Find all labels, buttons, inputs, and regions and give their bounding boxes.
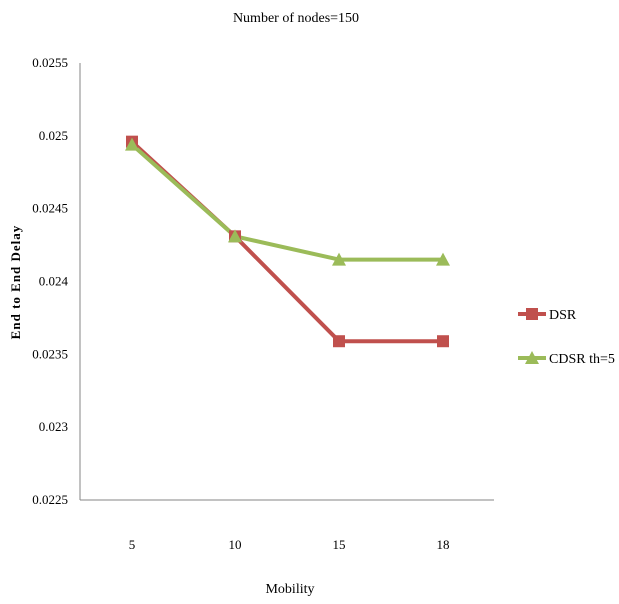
y-tick-labels: 0.0225 0.023 0.0235 0.024 0.0245 0.025 0.0255: [32, 55, 68, 507]
data-point-triangle: [436, 252, 450, 266]
x-tick-labels: 5 10 15 18: [129, 537, 450, 552]
series-line-dsr: [130, 140, 443, 344]
y-tick-label: 0.0245: [32, 201, 68, 216]
y-axis-label: End to End Delay: [8, 225, 23, 340]
legend-label: DSR: [549, 308, 577, 323]
legend: DSR CDSR th=5: [518, 308, 615, 367]
data-point-triangle: [332, 252, 346, 266]
y-tick-label: 0.025: [39, 128, 68, 143]
x-tick-label: 10: [229, 537, 242, 552]
series-lines: [130, 140, 443, 344]
x-tick-label: 15: [333, 537, 346, 552]
y-tick-label: 0.024: [39, 274, 69, 289]
data-point-triangle: [125, 137, 139, 151]
y-tick-label: 0.0235: [32, 346, 68, 361]
y-tick-label: 0.0225: [32, 492, 68, 507]
series-markers: [125, 135, 450, 348]
data-point-square: [333, 335, 345, 348]
chart-title: Number of nodes=150: [233, 11, 359, 26]
legend-marker-triangle: [525, 351, 539, 364]
data-point-square: [437, 335, 449, 348]
legend-item: CDSR th=5: [518, 351, 615, 367]
y-tick-label: 0.0255: [32, 55, 68, 70]
x-axis-label: Mobility: [265, 582, 314, 597]
legend-item: DSR: [518, 308, 577, 323]
x-tick-label: 5: [129, 537, 136, 552]
series-line-cdsr-th-5: [130, 143, 443, 262]
x-tick-label: 18: [437, 537, 450, 552]
data-point-triangle: [228, 229, 242, 243]
y-tick-label: 0.023: [39, 419, 68, 434]
legend-label: CDSR th=5: [549, 352, 615, 367]
legend-marker-square: [526, 308, 538, 320]
